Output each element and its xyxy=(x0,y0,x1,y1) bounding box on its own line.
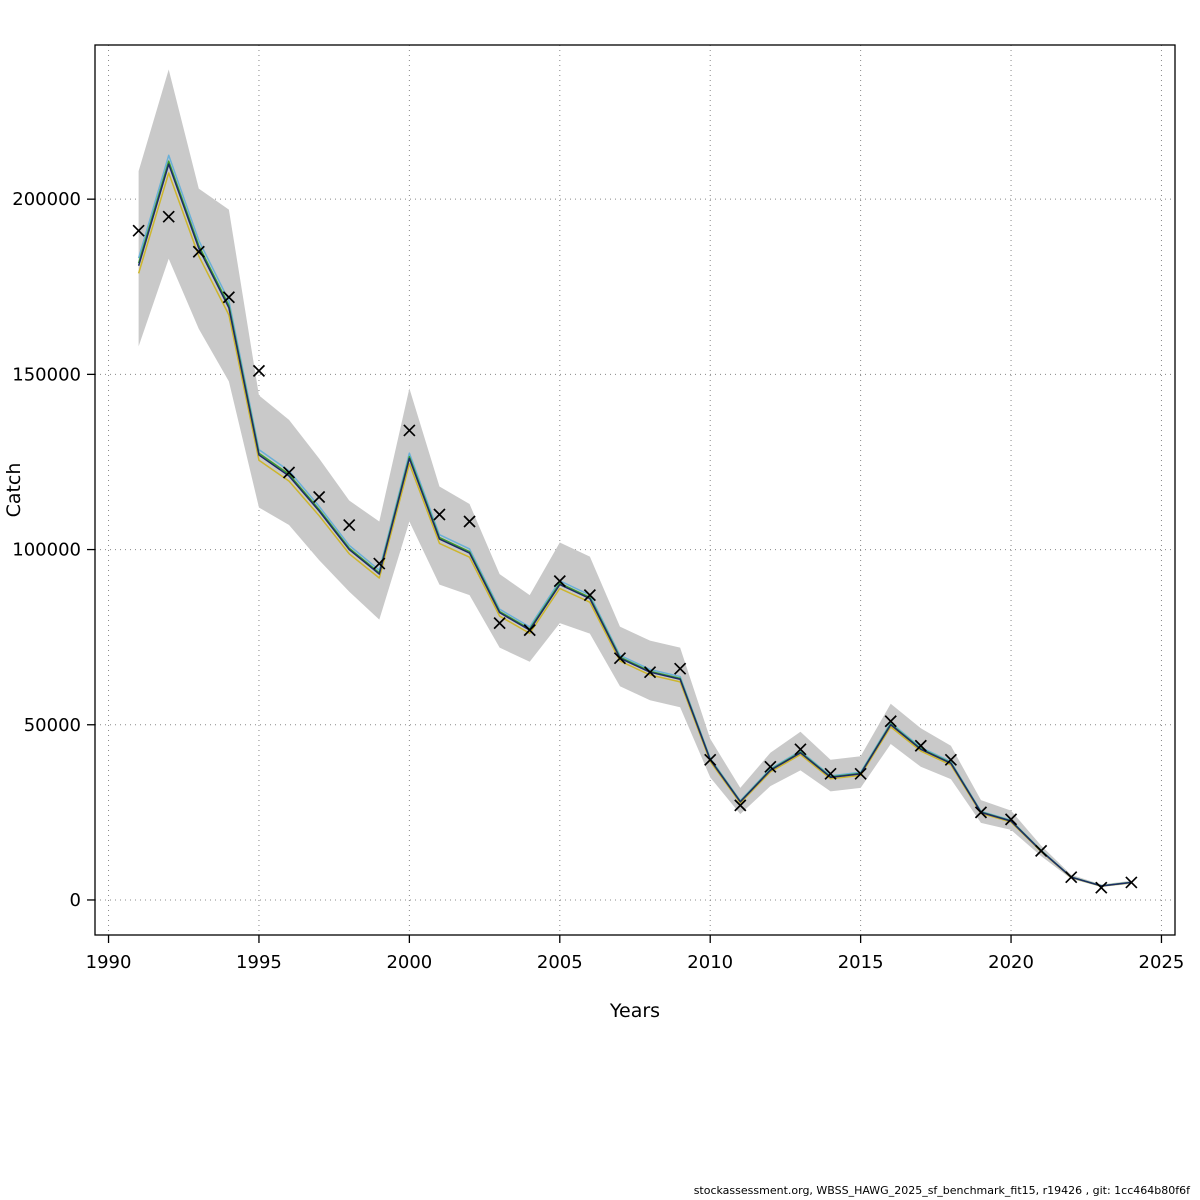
x-tick-label: 2010 xyxy=(687,952,733,973)
x-tick-label: 2000 xyxy=(386,952,432,973)
observed-marker xyxy=(583,589,596,602)
fit-navy-line xyxy=(137,163,1132,887)
observed-marker xyxy=(704,753,717,766)
observed-marker xyxy=(132,224,145,237)
observed-marker xyxy=(162,210,175,223)
observed-marker xyxy=(613,652,627,665)
plot-border xyxy=(94,44,1176,936)
observed-marker xyxy=(282,466,296,479)
observed-marker xyxy=(1035,844,1048,858)
observed-marker xyxy=(493,617,506,630)
y-tick-label: 50000 xyxy=(24,715,81,736)
x-tick-label: 2020 xyxy=(988,952,1034,973)
observed-marker xyxy=(674,662,687,675)
observed-marker xyxy=(222,291,235,304)
x-tick-label: 1995 xyxy=(236,952,282,973)
observed-marker xyxy=(1065,871,1078,884)
x-tick-label: 2015 xyxy=(838,952,884,973)
observed-marker xyxy=(734,799,747,812)
y-tick-label: 100000 xyxy=(12,540,81,561)
axes: 1990 1995 2000 2005 2010 2015 2020 2025 0 50000 10… xyxy=(12,189,1184,973)
observed-marker xyxy=(643,666,657,679)
observed-marker xyxy=(433,508,446,521)
observed-marker xyxy=(884,715,897,728)
observed-marker xyxy=(373,557,386,570)
observed-marker xyxy=(313,490,326,504)
footer-note: stockassessment.org, WBSS_HAWG_2025_sf_b… xyxy=(693,1184,1190,1197)
y-tick-label: 0 xyxy=(70,890,81,911)
observed-marker xyxy=(794,743,807,756)
x-tick-label: 2025 xyxy=(1139,952,1185,973)
observed-markers xyxy=(132,210,1138,894)
y-axis-title: Catch xyxy=(3,463,25,518)
observed-marker xyxy=(824,767,837,780)
observed-marker xyxy=(553,575,566,588)
fit-lines xyxy=(137,154,1132,887)
observed-marker xyxy=(343,518,356,532)
y-tick-label: 150000 xyxy=(12,364,81,385)
observed-marker xyxy=(764,760,777,773)
observed-marker xyxy=(854,767,867,780)
confidence-band xyxy=(138,69,1132,887)
observed-marker xyxy=(914,739,927,752)
x-tick-label: 2005 xyxy=(537,952,583,973)
observed-marker xyxy=(252,364,266,377)
observed-marker xyxy=(463,515,476,528)
x-tick-label: 1990 xyxy=(86,952,132,973)
observed-marker xyxy=(403,424,416,437)
x-axis-title: Years xyxy=(609,1000,660,1022)
y-tick-label: 200000 xyxy=(12,189,81,210)
observed-marker xyxy=(1125,876,1138,889)
observed-marker xyxy=(974,806,988,819)
observed-marker xyxy=(1095,881,1108,894)
fit-yellow-line xyxy=(137,172,1132,887)
observed-marker xyxy=(1004,813,1018,826)
observed-marker xyxy=(192,245,205,258)
observed-marker xyxy=(523,624,536,637)
observed-marker xyxy=(944,753,957,766)
